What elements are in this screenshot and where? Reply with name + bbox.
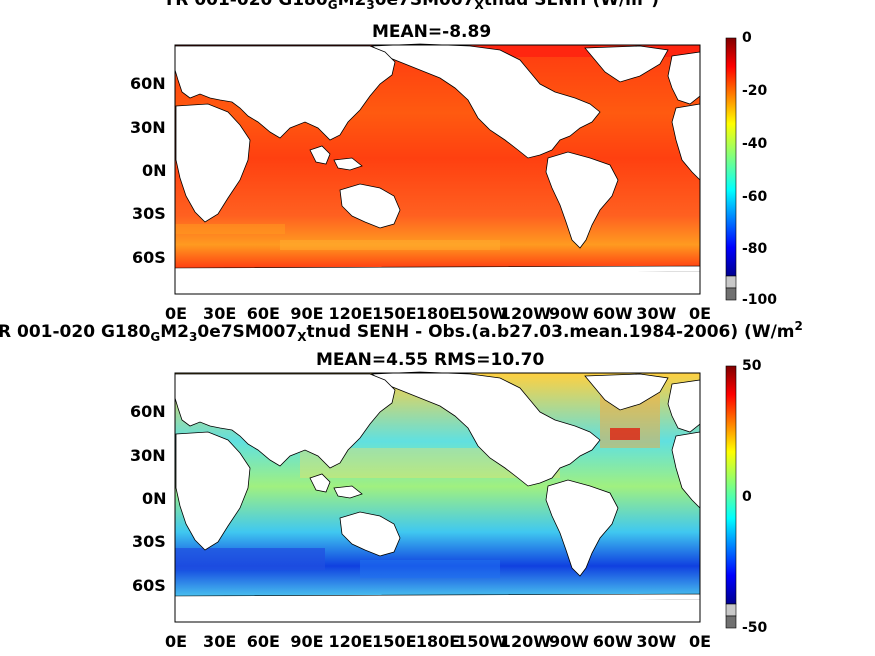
chart1-cb-label: -80 [742,241,768,257]
chart1-colorbar [725,37,737,301]
chart2-lon-label: 60E [246,632,280,651]
chart2-colorbar [725,365,737,629]
chart2-lon-label: 120W [499,632,551,651]
chart2-stats: MEAN=4.55 RMS=10.70 [316,350,545,370]
chart1-lon-label: 120E [328,304,373,323]
chart1-lon-label: 30W [636,304,677,323]
chart2-cb-label: -50 [742,620,768,636]
chart1-cb-label: 0 [742,30,752,46]
chart2-lon-label: 120E [328,632,373,651]
chart2-lon-label: 0E [688,632,712,651]
chart1-lon-label: 60W [592,304,633,323]
chart2-map [174,371,701,623]
chart1-cb-label: -40 [742,136,768,152]
chart1-lon-label: 60E [246,304,280,323]
chart2-lon-label: 60W [592,632,633,651]
chart2-lon-label: 150E [372,632,417,651]
chart2-lat-label: 60S [132,576,166,595]
chart1-map [174,43,701,295]
chart1-lon-label: 180E [415,304,461,323]
chart2-cb-label: 50 [742,358,762,374]
chart2-lon-label: 30W [636,632,677,651]
chart1-lon-label: 120W [499,304,551,323]
chart1-lon-label: 150E [372,304,417,323]
chart2-lon-label: 30E [203,632,237,651]
chart1-cb-label: -20 [742,83,768,99]
chart2-lon-label: 150W [456,632,508,651]
chart1-lon-label: 0E [164,304,188,323]
chart1-lat-label: 30S [132,204,166,223]
chart1-lat-label: 0N [142,161,167,180]
chart1-title: YR 001-020 G180GM230e7SM007Xtnud SENH (W… [163,0,660,12]
chart1-lon-label: 150W [456,304,508,323]
chart2-lon-label: 0E [164,632,188,651]
chart1-cb-label: -100 [742,292,778,308]
chart1-lon-label: 0E [688,304,712,323]
chart1-lon-label: 90W [549,304,589,323]
chart1-mean: MEAN=-8.89 [372,22,492,42]
chart2-lon-label: 180E [415,632,461,651]
chart2-title: R 001-020 G180GM230e7SM007Xtnud SENH - O… [0,319,803,344]
chart2-lat-label: 60N [130,402,166,421]
chart1-lat-label: 30N [130,118,166,137]
chart2-lat-label: 30N [130,446,166,465]
chart1-lat-label: 60S [132,248,166,267]
chart2-lon-label: 90W [549,632,589,651]
chart2-lat-label: 0N [142,489,167,508]
chart2-lat-label: 30S [132,532,166,551]
chart2-lon-label: 90E [290,632,324,651]
chart1-lon-label: 90E [290,304,324,323]
chart1-cb-label: -60 [742,189,768,205]
chart1-lon-label: 30E [203,304,237,323]
chart1-lat-label: 60N [130,74,166,93]
chart2-cb-label: 0 [742,489,752,505]
